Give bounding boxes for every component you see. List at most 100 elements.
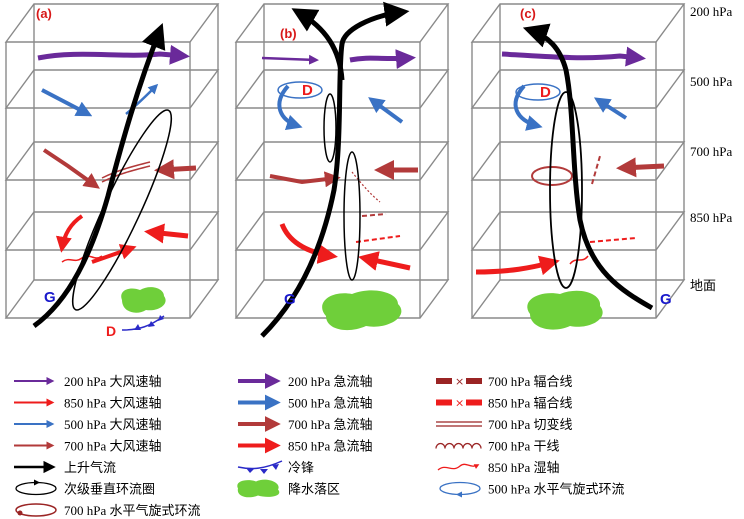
legend-item: 850 hPa 急流轴: [238, 437, 373, 454]
panel-frame-2: [470, 3, 686, 319]
wind-500-c-right: [593, 97, 628, 120]
legend-item: 上升气流: [14, 460, 116, 475]
level-label: 200 hPa: [690, 4, 732, 19]
legend-symbol-vertical-circulation: [15, 479, 57, 496]
legend-symbol-convergence-darkred: ×: [436, 375, 482, 388]
wind-500-c-left: [513, 84, 543, 131]
legend-item: 700 hPa 大风速轴: [14, 439, 162, 454]
panel-c-low: D: [540, 84, 551, 101]
legend-item: × 700 hPa 辐合线: [436, 374, 573, 389]
shear-line-700: [101, 161, 151, 179]
legend-label: 850 hPa 急流轴: [288, 439, 373, 454]
precip-area-c: [527, 290, 603, 330]
legend-label: 850 hPa 大风速轴: [64, 396, 162, 411]
legend-item: 700 hPa 急流轴: [238, 416, 373, 432]
layer-plane: [4, 69, 220, 109]
panel-frames: [4, 3, 686, 319]
panel-frame-1: [234, 3, 450, 319]
panel-frame-0: [4, 3, 220, 319]
svg-text:×: ×: [455, 375, 464, 388]
panel-c-high: G: [660, 291, 672, 308]
legend-symbol-cold-front: [237, 460, 283, 474]
legend-label: 降水落区: [288, 482, 340, 497]
convergence-850-c: [589, 237, 637, 243]
jet-200-b-right: [349, 49, 416, 70]
wind-700-darkred-right: [154, 159, 197, 180]
legend-label: 500 hPa 急流轴: [288, 396, 373, 411]
panel-b: (b) D G: [260, 1, 418, 338]
jet-200-purple: [37, 44, 190, 65]
legend-label: 700 hPa 切变线: [488, 417, 573, 432]
wind-850-red: [55, 214, 84, 253]
convergence-850-b: [355, 235, 401, 243]
panel-a-label: (a): [36, 6, 52, 21]
panel-c: (c) D G: [475, 6, 672, 330]
layer-plane: [470, 69, 686, 109]
vertical-circulation-b-upper: [323, 93, 337, 163]
legend-label: 500 hPa 水平气旋式环流: [488, 482, 625, 497]
legend-symbol-dry-line: [435, 442, 482, 449]
layer-plane: [4, 279, 220, 319]
layer-plane: [234, 141, 450, 181]
panel-b-high: G: [284, 291, 296, 308]
legend-label: 次级垂直环流圈: [64, 482, 155, 497]
level-label: 850 hPa: [690, 210, 732, 225]
updraft-b-left: [291, 8, 345, 81]
vertical-circulation-c: [549, 91, 583, 289]
legend-item: 700 hPa 水平气旋式环流: [15, 503, 201, 518]
jet-200-b-left: [261, 54, 319, 65]
legend-symbol-cyclonic-700: [15, 503, 57, 517]
wind-700-c-right: [616, 157, 665, 178]
convergence-700-c: [591, 155, 601, 185]
legend-label: 850 hPa 湿轴: [488, 460, 560, 475]
legend-label: 200 hPa 大风速轴: [64, 374, 162, 389]
legend-item: 850 hPa 湿轴: [437, 460, 560, 475]
panel-b-low: D: [302, 82, 313, 99]
legend-item: 500 hPa 水平气旋式环流: [439, 482, 625, 498]
legend-label: 上升气流: [64, 460, 116, 475]
wind-850-red-right: [144, 223, 189, 244]
legend-symbol-convergence-red: ×: [436, 397, 482, 410]
legend-item: 冷锋: [237, 460, 314, 475]
updraft-c: [522, 23, 654, 311]
panel-b-label: (b): [280, 26, 297, 41]
legend-label: 700 hPa 大风速轴: [64, 439, 162, 454]
moist-axis-850-c: [569, 255, 589, 265]
layer-plane: [4, 211, 220, 251]
legend-label: 200 hPa 急流轴: [288, 374, 373, 389]
legend-label: 700 hPa 干线: [488, 439, 560, 454]
panel-a-low: D: [106, 323, 116, 339]
jet-200-c: [501, 46, 646, 67]
legend-symbol-moist-axis: [437, 463, 480, 471]
layer-plane: [234, 211, 450, 251]
level-label: 地面: [690, 278, 716, 293]
legend-item: 700 hPa 切变线: [436, 417, 573, 432]
layer-plane: [234, 3, 450, 43]
legend-label: 700 hPa 水平气旋式环流: [64, 503, 201, 518]
level-label: 700 hPa: [690, 144, 732, 159]
updraft-b-main: [260, 1, 410, 338]
wind-700-b-left: [269, 171, 341, 188]
legend-item: 500 hPa 大风速轴: [14, 417, 162, 432]
cyclonic-700-c: [531, 166, 573, 186]
cyclonic-500-b: [277, 81, 323, 99]
vertical-circulation-b-lower: [343, 151, 361, 281]
wind-500-blue: [41, 88, 93, 117]
panel-c-label: (c): [520, 6, 536, 21]
legend-symbol-precip-area: [237, 479, 280, 498]
legend: 200 hPa 大风速轴 200 hPa 急流轴 × 700 hPa 辐合线 850 h…: [14, 373, 625, 518]
level-label: 500 hPa: [690, 74, 732, 89]
cyclonic-500-c: [515, 83, 561, 101]
legend-item: 200 hPa 大风速轴: [14, 374, 162, 389]
wind-850-b-right: [358, 251, 411, 271]
wind-850-c-left: [475, 255, 560, 276]
level-labels: 200 hPa 500 hPa 700 hPa 850 hPa 地面: [690, 4, 732, 293]
legend-item: × 850 hPa 辐合线: [436, 396, 573, 411]
vertical-circulation-a: [71, 109, 173, 311]
legend-item: 850 hPa 大风速轴: [14, 396, 162, 411]
legend-label: 冷锋: [288, 460, 314, 475]
precip-area-b: [322, 290, 402, 331]
wind-500-b-left: [277, 84, 303, 131]
legend-symbol-shear-line: [436, 421, 482, 427]
